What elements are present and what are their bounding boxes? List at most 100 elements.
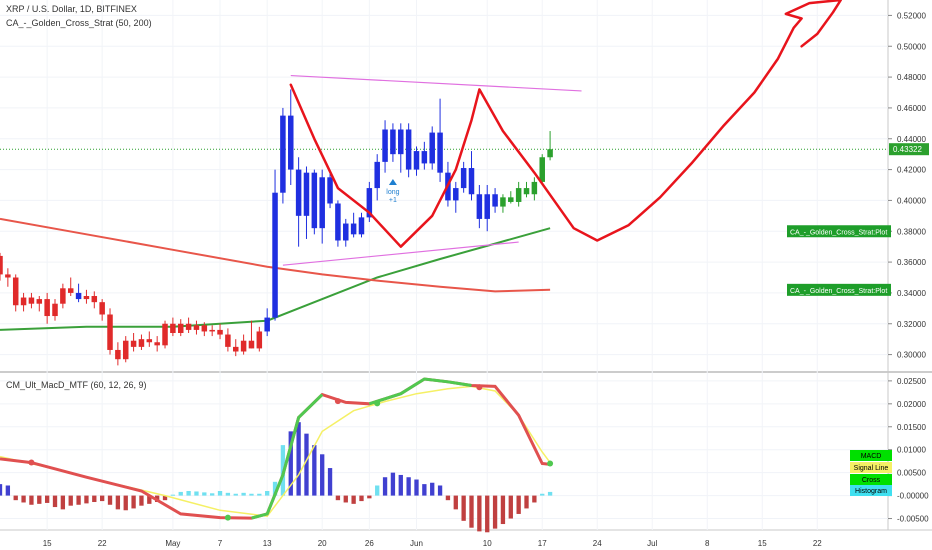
histogram-bar [178, 491, 183, 496]
candle-body[interactable] [138, 339, 145, 347]
candle-body[interactable] [311, 172, 318, 229]
candle-body[interactable] [52, 303, 58, 317]
candle-body[interactable] [335, 203, 341, 241]
histogram-bar [44, 495, 50, 503]
candle-body[interactable] [201, 325, 208, 332]
candle-body[interactable] [233, 346, 239, 352]
candle-body[interactable] [437, 132, 443, 173]
candle-body[interactable] [390, 129, 396, 155]
candle-body[interactable] [288, 115, 294, 170]
candle-body[interactable] [154, 342, 160, 346]
candle-body[interactable] [67, 288, 74, 293]
candle-body[interactable] [280, 115, 286, 193]
macd-pane[interactable] [0, 377, 554, 533]
candle-body[interactable] [468, 168, 475, 195]
candle-body[interactable] [5, 274, 11, 278]
strategy-title: CA_-_Golden_Cross_Strat (50, 200) [6, 18, 152, 28]
candle-body[interactable] [421, 151, 428, 164]
histogram-bar [210, 493, 215, 496]
candle-body[interactable] [28, 297, 35, 304]
histogram-bar [390, 472, 396, 496]
price-pane[interactable]: long+1 [0, 0, 888, 366]
candle-body[interactable] [193, 325, 200, 330]
candle-body[interactable] [12, 277, 19, 306]
histogram-bar [540, 493, 545, 496]
candle-body[interactable] [398, 129, 404, 155]
candle-body[interactable] [492, 194, 498, 207]
candle-body[interactable] [500, 197, 506, 207]
candle-body[interactable] [327, 177, 333, 204]
candle-body[interactable] [476, 194, 483, 219]
candle-body[interactable] [295, 169, 302, 216]
candle-body[interactable] [382, 129, 388, 162]
macd-tick-label: 0.02000 [897, 400, 926, 409]
symbol-title: XRP / U.S. Dollar, 1D, BITFINEX [6, 4, 137, 14]
candle-body[interactable] [209, 329, 215, 332]
candle-body[interactable] [460, 168, 467, 189]
candle-body[interactable] [405, 129, 412, 170]
candle-body[interactable] [99, 302, 105, 315]
price-tick-label: 0.52000 [897, 11, 926, 20]
candle-body[interactable] [413, 151, 420, 170]
candle-body[interactable] [185, 323, 192, 330]
candle-body[interactable] [44, 299, 50, 317]
candle-body[interactable] [523, 188, 530, 195]
candle-body[interactable] [343, 223, 349, 241]
candle-body[interactable] [130, 340, 137, 347]
histogram-bar [5, 485, 11, 496]
candle-body[interactable] [303, 172, 310, 216]
candle-body[interactable] [217, 329, 223, 335]
candle-body[interactable] [256, 331, 263, 349]
candle-body[interactable] [240, 340, 247, 352]
candle-body[interactable] [515, 188, 522, 202]
histogram-bar [461, 495, 466, 521]
cross-marker [224, 514, 231, 521]
candle-body[interactable] [484, 194, 490, 219]
trendline[interactable] [282, 241, 519, 266]
plot-badge-label: CA_-_Golden_Cross_Strat:Plot [790, 288, 887, 295]
candle-body[interactable] [508, 197, 514, 202]
candle-body[interactable] [272, 192, 278, 318]
histogram-bar [532, 495, 537, 503]
candle-body[interactable] [248, 340, 255, 349]
histogram-bar [500, 495, 506, 525]
candle-body[interactable] [0, 255, 3, 275]
histogram-bar [335, 495, 341, 501]
candle-body[interactable] [453, 188, 459, 201]
candle-body[interactable] [374, 161, 380, 189]
candle-body[interactable] [539, 157, 545, 182]
candle-body[interactable] [115, 349, 121, 360]
histogram-bar [343, 495, 348, 503]
candle-body[interactable] [83, 296, 90, 300]
trendline[interactable] [290, 74, 582, 92]
candle-body[interactable] [122, 340, 129, 360]
candle-body[interactable] [20, 297, 27, 306]
candle-body[interactable] [107, 314, 113, 350]
candle-body[interactable] [350, 223, 357, 235]
price-tick-label: 0.30000 [897, 351, 926, 360]
candle-body[interactable] [225, 334, 231, 347]
candle-body[interactable] [264, 317, 270, 332]
candle-body[interactable] [358, 217, 365, 235]
candle-body[interactable] [91, 296, 98, 303]
time-tick-label: 15 [43, 539, 52, 548]
histogram-bar [422, 484, 427, 496]
histogram-bar [367, 495, 372, 499]
candle-body[interactable] [366, 188, 373, 218]
candle-body[interactable] [547, 149, 553, 158]
macd-tick-label: 0.01000 [897, 446, 926, 455]
candle-body[interactable] [429, 132, 435, 164]
histogram-bar [398, 474, 403, 496]
candle-body[interactable] [177, 323, 184, 333]
candle-body[interactable] [531, 181, 538, 195]
candle-body[interactable] [170, 323, 176, 333]
hand-drawn-path[interactable] [289, 0, 843, 248]
candle-body[interactable] [60, 288, 66, 304]
candle-body[interactable] [75, 292, 82, 300]
histogram-bar [445, 495, 451, 501]
candle-body[interactable] [36, 299, 43, 304]
candle-body[interactable] [146, 339, 153, 343]
candle-body[interactable] [162, 323, 168, 346]
candle-body[interactable] [319, 177, 325, 229]
